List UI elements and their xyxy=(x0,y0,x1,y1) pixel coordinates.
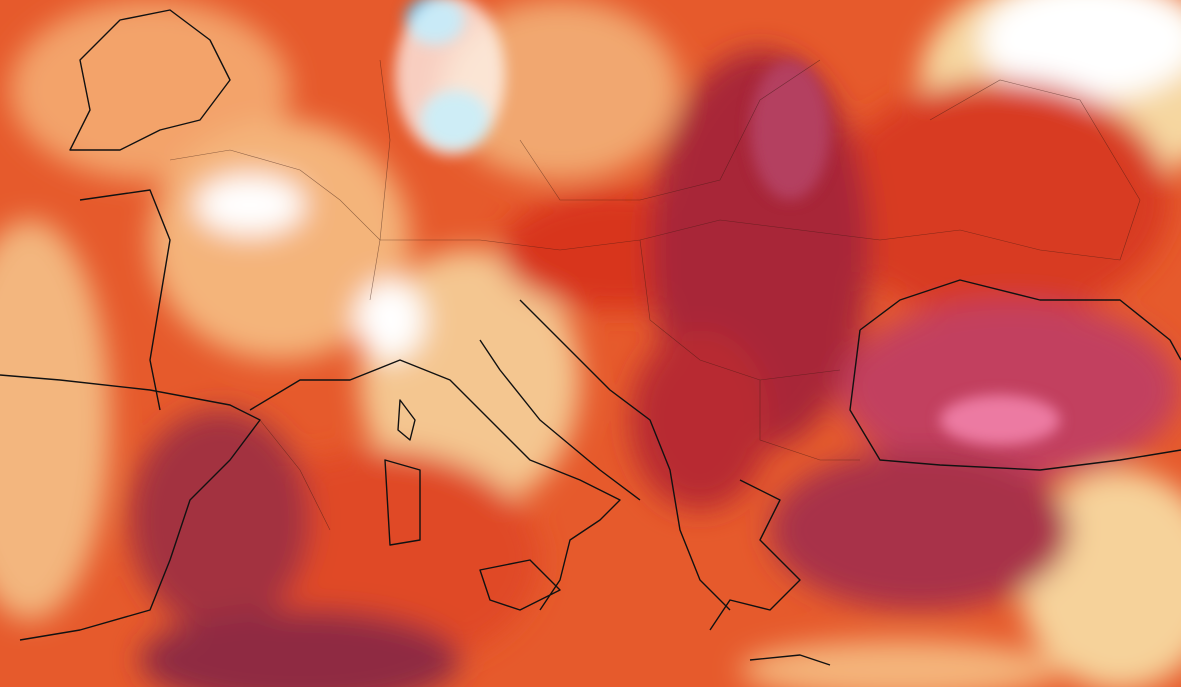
field-spain-east xyxy=(130,410,310,630)
coast-crete xyxy=(749,654,831,666)
coast-italy-west xyxy=(249,359,621,611)
field-turkey xyxy=(770,450,1070,610)
field-white-france xyxy=(195,175,305,235)
border-line xyxy=(259,79,1141,531)
coast-iberia xyxy=(0,374,261,641)
coast-adriatic-east xyxy=(519,299,731,611)
coast-britain xyxy=(69,9,231,151)
field-purple-ukraine xyxy=(750,60,830,200)
field-black-sea xyxy=(840,300,1180,480)
field-north-africa xyxy=(140,610,460,687)
field-ukraine-red xyxy=(830,80,1170,320)
borders xyxy=(169,59,1141,531)
field-details xyxy=(395,0,1060,445)
coast-sicily xyxy=(479,559,561,611)
coast-aegean xyxy=(709,479,801,631)
field-iberia-west xyxy=(0,220,110,620)
border-line xyxy=(369,59,860,461)
border-line xyxy=(169,149,1121,261)
field-france xyxy=(150,120,410,360)
field-balkans xyxy=(630,330,770,510)
field-white-northeast xyxy=(980,0,1181,100)
coast-black-sea xyxy=(849,279,1181,471)
field-south-coast xyxy=(740,640,1060,687)
coast-france-west xyxy=(79,189,171,411)
field-white-alps xyxy=(355,280,425,360)
coastlines xyxy=(0,9,1181,666)
coast-adriatic-west xyxy=(479,339,641,501)
field-pink-black-sea xyxy=(940,395,1060,445)
field-white-poland xyxy=(395,0,505,155)
coast-corsica-sardinia xyxy=(384,399,421,546)
